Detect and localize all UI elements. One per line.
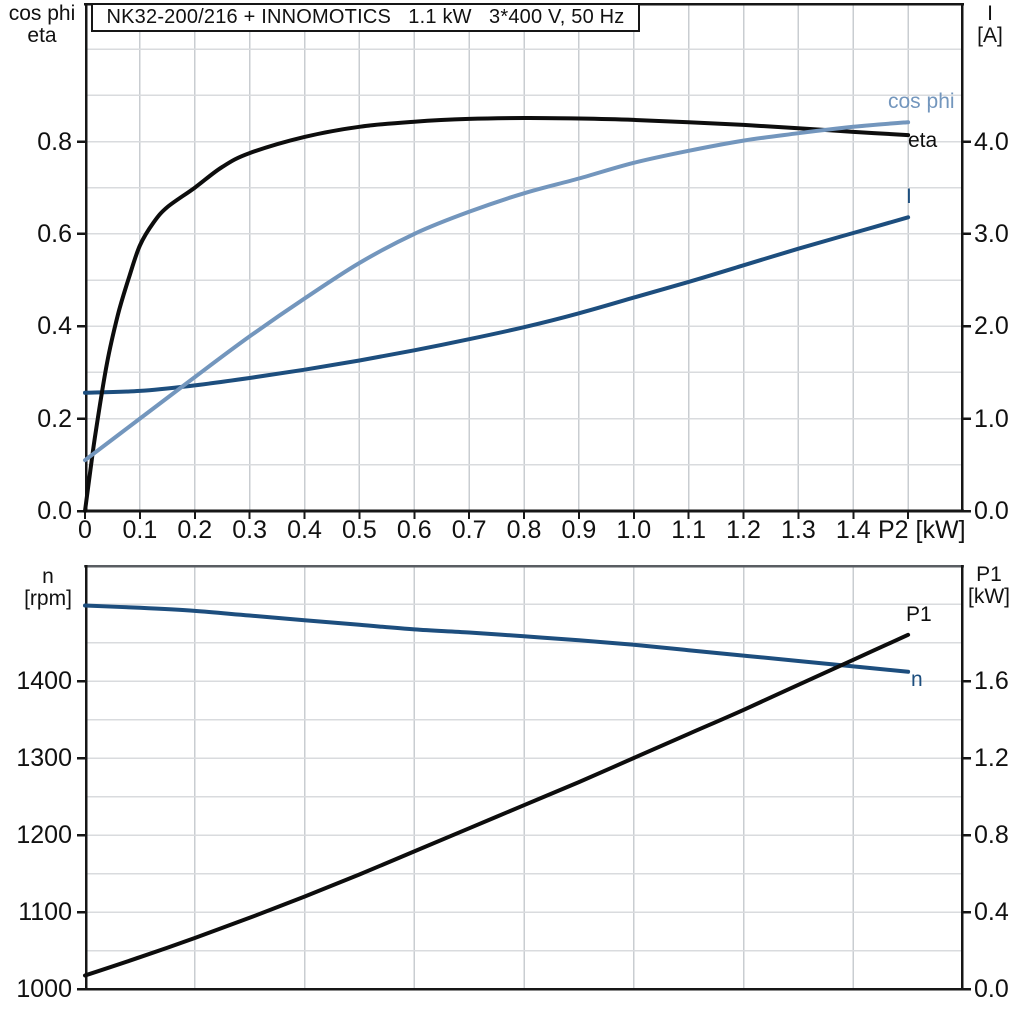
x-tick-label: 1.0 — [616, 516, 652, 544]
bottom-y-right-tick-label: 0.0 — [974, 975, 1009, 1003]
bottom-chart-axes — [77, 564, 971, 991]
axis-title-p1-unit: [kW] — [968, 585, 1010, 608]
axis-title-current-unit: [A] — [977, 24, 1003, 47]
curve-p1 — [83, 632, 911, 978]
bottom-y-right-tick-label: 0.4 — [974, 898, 1009, 926]
bottom-y-right-tick-label: 1.2 — [974, 744, 1009, 772]
axis-title-p1: P1 — [976, 563, 1002, 586]
x-tick-label: 0.2 — [177, 516, 213, 544]
bottom-chart-curves — [83, 603, 911, 978]
bottom-left-axis-title: n [rpm] — [6, 566, 90, 610]
top-y-left-tick-label: 0.6 — [37, 219, 72, 248]
chart-title-box: NK32-200/216 + INNOMOTICS 1.1 kW 3*400 V… — [91, 3, 640, 32]
x-tick-label: 0.6 — [396, 516, 432, 544]
bottom-right-axis-title: P1 [kW] — [951, 564, 1024, 608]
curve-label-current: I — [906, 185, 912, 208]
bottom-y-right-tick-label: 0.8 — [974, 821, 1009, 849]
curve-eta — [83, 115, 911, 513]
top-chart-gridlines — [85, 4, 963, 511]
bottom-y-right-tick-label: 1.6 — [974, 667, 1009, 695]
axis-title-speed: n — [42, 565, 54, 588]
curve-speed — [83, 603, 911, 674]
x-tick-label: 0.7 — [451, 516, 487, 544]
chart-title: NK32-200/216 + INNOMOTICS 1.1 kW 3*400 V… — [106, 6, 625, 28]
x-tick-label: 1.1 — [671, 516, 706, 544]
bottom-y-left-tick-label: 1200 — [16, 821, 72, 849]
top-y-left-tick-label: 0.8 — [37, 127, 72, 156]
curve-label-cos-phi: cos phi — [888, 90, 955, 113]
axis-title-speed-unit: [rpm] — [24, 587, 72, 610]
top-y-right-tick-label: 4.0 — [974, 127, 1009, 156]
x-tick-label: 0.4 — [287, 516, 322, 544]
top-y-right-tick-label: 3.0 — [974, 219, 1009, 248]
x-tick-label: 0.3 — [232, 516, 267, 544]
x-tick-label: 0.9 — [561, 516, 597, 544]
x-tick-label: 0.8 — [506, 516, 542, 544]
axis-title-eta: eta — [27, 24, 57, 47]
x-axis-unit-label: P2 [kW] — [878, 516, 966, 544]
x-tick-label: 1.3 — [780, 516, 816, 544]
top-y-left-tick-label: 0.4 — [37, 312, 72, 341]
top-y-left-tick-label: 0.0 — [37, 497, 72, 525]
top-y-right-tick-label: 1.0 — [974, 404, 1009, 433]
axis-title-cos-phi: cos phi — [8, 2, 76, 25]
top-y-left-tick-label: 0.2 — [37, 404, 72, 433]
top-chart-curves — [83, 115, 911, 513]
x-tick-label: 0.5 — [341, 516, 377, 544]
top-y-right-tick-label: 0.0 — [974, 497, 1009, 525]
bottom-y-left-tick-label: 1100 — [18, 898, 72, 926]
curve-label-n: n — [911, 668, 923, 691]
curve-current — [83, 215, 911, 395]
curve-label-p1: P1 — [906, 603, 932, 626]
x-tick-label: 0.1 — [122, 516, 158, 544]
top-left-axis-title: cos phi eta — [0, 3, 84, 47]
axis-title-current: I — [987, 2, 993, 25]
x-tick-label: 0 — [78, 516, 92, 544]
curve-cos-phi — [83, 120, 911, 463]
bottom-y-left-tick-label: 1300 — [16, 744, 72, 772]
curve-label-eta: eta — [908, 129, 938, 152]
x-tick-label: 1.4 — [835, 516, 871, 544]
bottom-y-left-tick-label: 1000 — [16, 975, 72, 1003]
x-tick-label: 1.2 — [726, 516, 761, 544]
top-right-axis-title: I [A] — [952, 3, 1024, 47]
bottom-chart-gridlines — [85, 566, 963, 989]
bottom-y-left-tick-label: 1400 — [16, 667, 72, 695]
top-y-right-tick-label: 2.0 — [974, 312, 1009, 341]
